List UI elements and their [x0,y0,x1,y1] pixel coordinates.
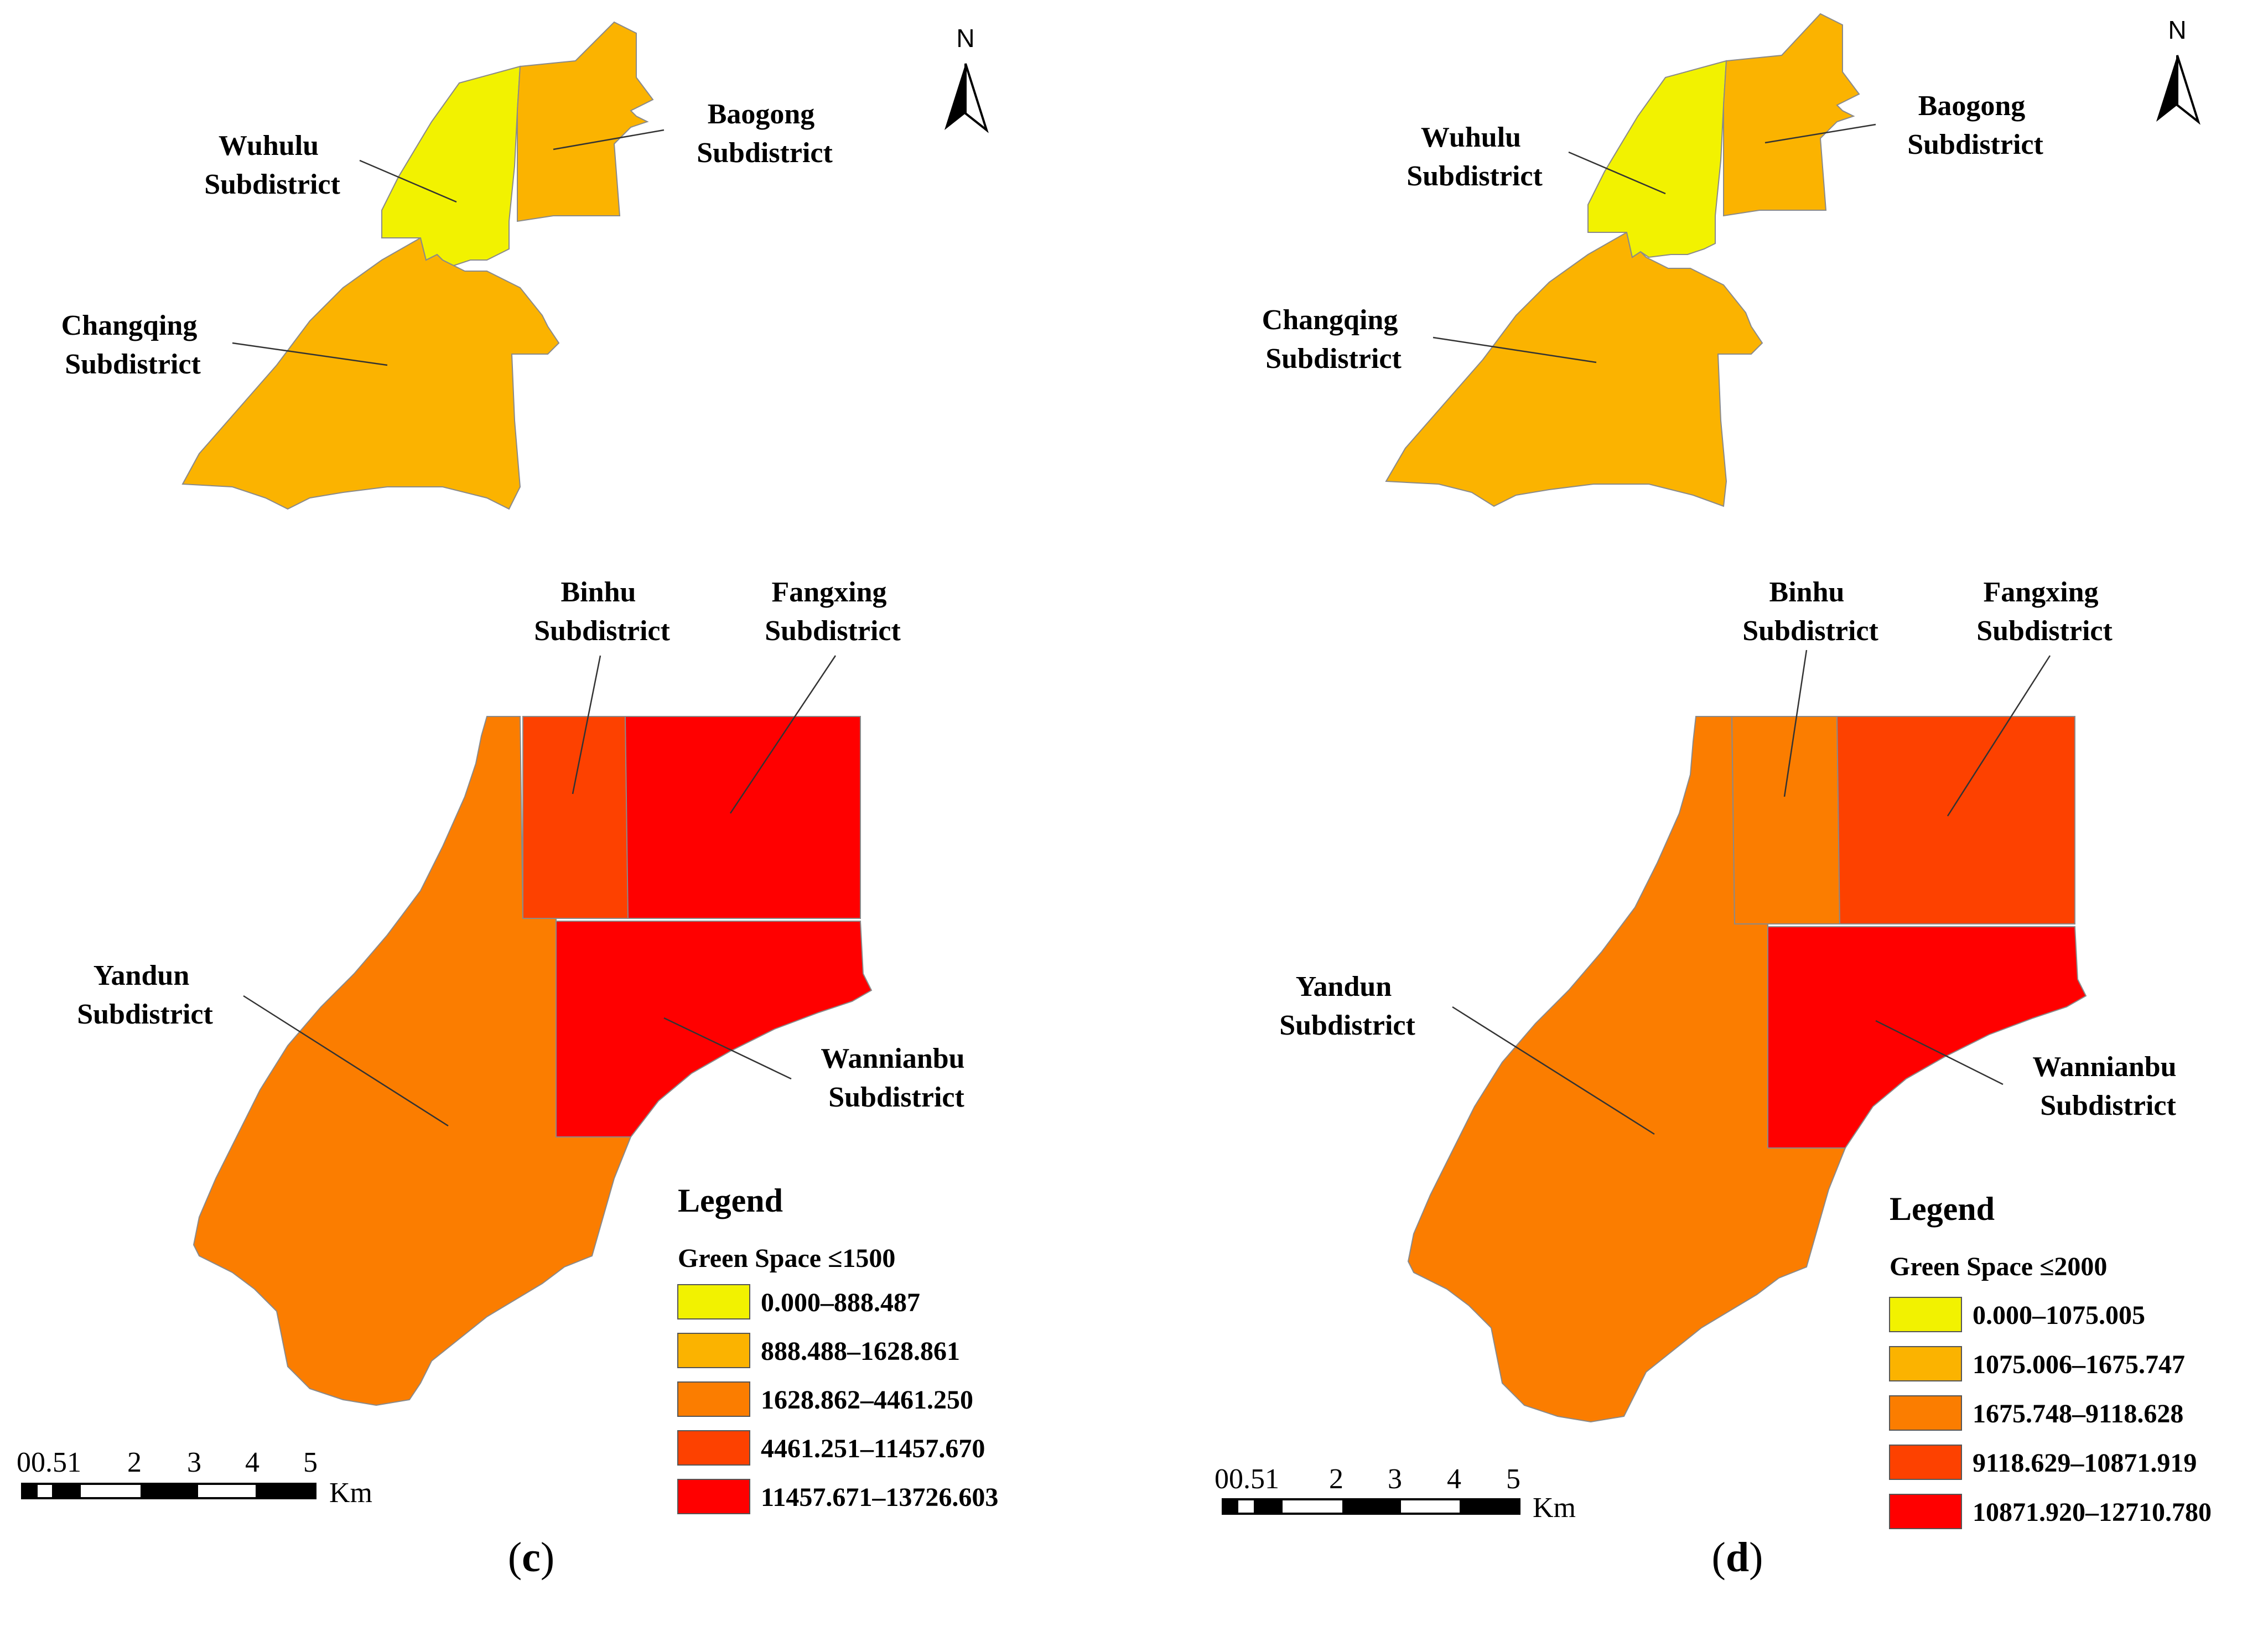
legend-title: Legend [678,1182,783,1219]
leader-binhu [572,655,601,794]
region-yandun [193,716,632,1406]
leader-yandun [1452,1006,1655,1135]
panel-caption-d: (d) [1712,1534,1763,1581]
region-changqing [181,237,560,510]
region-wuhulu [381,65,521,267]
legend-item-label: 9118.629–10871.919 [1973,1448,2197,1478]
leader-changqing [232,342,388,366]
legend-item-label: 0.000–888.487 [761,1288,920,1317]
label-changqing: Changqing Subdistrict [61,310,205,380]
label-binhu: Binhu Subdistrict [1742,576,1878,647]
region-fangxing [1836,716,2075,924]
north-arrow-icon: N [2168,15,2186,44]
label-wuhulu: Wuhulu Subdistrict [1407,122,1543,192]
legend-swatch [1889,1445,1962,1480]
panel-caption-c: (c) [508,1534,554,1581]
legend-swatch [677,1430,750,1466]
leader-fangxing [1947,655,2051,817]
legend-swatch [1889,1297,1962,1332]
region-binhu [1731,716,1841,924]
legend-title: Legend [1890,1191,1995,1227]
legend-item-label: 10871.920–12710.780 [1973,1498,2212,1527]
scale-bar-segments [1222,1498,1520,1515]
label-yandun: Yandun Subdistrict [77,960,213,1030]
north-arrow-shape-icon [943,63,988,131]
label-changqing: Changqing Subdistrict [1262,304,1405,375]
legend-swatch [677,1381,750,1417]
leader-wannianbu [663,1017,792,1080]
legend-swatch [677,1333,750,1368]
region-changqing [1385,231,1763,507]
label-wuhulu: Wuhulu Subdistrict [204,130,340,200]
label-fangxing: Fangxing Subdistrict [1976,576,2113,647]
legend-item-label: 1075.006–1675.747 [1973,1350,2185,1379]
north-arrow-icon: N [956,24,974,53]
svg-text:N: N [2168,15,2186,44]
region-fangxing [624,716,861,919]
label-yandun: Yandun Subdistrict [1279,971,1415,1041]
leader-changqing [1433,336,1597,363]
region-baogong [1723,13,1860,217]
region-binhu [522,716,629,919]
label-baogong: Baogong Subdistrict [1907,90,2043,160]
leader-baogong [553,129,665,150]
label-wannianbu: Wannianbu Subdistrict [2032,1051,2183,1121]
label-baogong: Baogong Subdistrict [697,98,833,169]
region-wannianbu [1767,926,2087,1149]
scale-bar: 00.51 2 3 4 5 Km [17,1447,372,1509]
scale-tick-labels: 00.51 2 3 4 5 [1215,1463,1520,1495]
legend-item-label: 1675.748–9118.628 [1973,1399,2183,1428]
leader-binhu [1783,650,1808,797]
scale-bar: 00.51 2 3 4 5 Km [1215,1463,1576,1524]
region-wannianbu [556,921,873,1137]
label-binhu: Binhu Subdistrict [534,576,670,647]
region-yandun [1407,716,1846,1423]
legend-swatch [1889,1346,1962,1381]
legend-item-label: 1628.862–4461.250 [761,1385,973,1415]
legend-item-label: 0.000–1075.005 [1973,1301,2145,1330]
legend-swatch [1889,1494,1962,1529]
leader-yandun [243,995,449,1127]
legend-swatch [677,1284,750,1319]
legend-item-label: 888.488–1628.861 [761,1337,960,1366]
leader-baogong [1764,123,1876,144]
scale-unit: Km [1533,1492,1576,1524]
label-wannianbu: Wannianbu Subdistrict [821,1043,972,1113]
legend-subtitle: Green Space ≤1500 [678,1244,895,1273]
legend-swatch [677,1479,750,1514]
leader-wuhulu [1568,151,1666,195]
legend-item-label: 11457.671–13726.603 [761,1483,998,1512]
label-fangxing: Fangxing Subdistrict [765,576,901,647]
legend: Legend Green Space ≤2000 0.000–1075.005 1… [1889,1191,2212,1529]
svg-text:N: N [956,24,974,53]
north-arrow-shape-icon [2155,54,2199,123]
legend: Legend Green Space ≤1500 0.000–888.487 88… [677,1182,998,1514]
region-baogong [517,21,654,222]
legend-swatch [1889,1395,1962,1431]
legend-item-label: 4461.251–11457.670 [761,1434,985,1463]
leader-fangxing [729,655,837,814]
region-wuhulu [1587,60,1727,258]
scale-tick-labels: 00.51 2 3 4 5 [17,1447,318,1478]
scale-unit: Km [329,1477,372,1509]
scale-bar-segments [21,1483,316,1499]
map-panel-c: Wuhulu Subdistrict Baogong Subdistrict C… [17,21,998,1581]
map-panel-d: Wuhulu Subdistrict Baogong Subdistrict C… [1215,13,2212,1581]
legend-subtitle: Green Space ≤2000 [1890,1252,2107,1281]
leader-wannianbu [1875,1020,2004,1085]
leader-wuhulu [359,159,457,203]
